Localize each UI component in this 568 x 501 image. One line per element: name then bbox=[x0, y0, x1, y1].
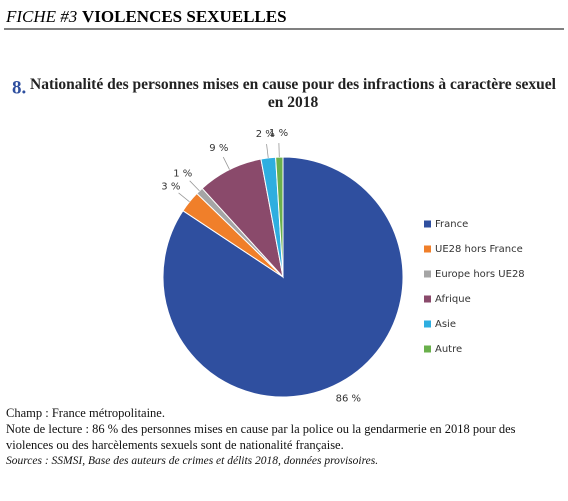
note: Champ : France métropolitaine. bbox=[6, 406, 165, 420]
data-label: 9 % bbox=[209, 143, 228, 154]
leader-line bbox=[178, 192, 190, 203]
leader-line bbox=[222, 156, 230, 170]
legend-label: Afrique bbox=[435, 294, 471, 305]
chart: FICHE #3 VIOLENCES SEXUELLES 8. National… bbox=[4, 7, 564, 405]
note: Note de lecture : 86 % des personnes mis… bbox=[6, 422, 516, 452]
legend-swatch bbox=[424, 270, 431, 278]
legend-label: Autre bbox=[435, 344, 462, 355]
note: Sources : SSMSI, Base des auteurs de cri… bbox=[6, 455, 379, 467]
title-box: Nationalité des personnes mises en cause… bbox=[30, 76, 556, 111]
header-title: VIOLENCES SEXUELLES bbox=[82, 7, 287, 26]
header-label: FICHE #3 bbox=[5, 7, 77, 26]
data-label: 1 % bbox=[269, 128, 288, 139]
legend-swatch bbox=[424, 345, 431, 353]
data-label: 86 % bbox=[336, 394, 361, 405]
legend-swatch bbox=[424, 220, 431, 228]
legend-swatch bbox=[424, 245, 431, 253]
leader-line bbox=[266, 143, 269, 158]
legend-swatch bbox=[424, 295, 431, 303]
chart-title: Nationalité des personnes mises en cause… bbox=[30, 76, 556, 111]
leader-line bbox=[189, 180, 200, 192]
data-label: 3 % bbox=[161, 182, 180, 193]
data-label: 2 % bbox=[256, 129, 275, 140]
legend-label: France bbox=[435, 219, 468, 230]
legend-swatch bbox=[424, 320, 431, 328]
chart-number: 8. bbox=[12, 77, 26, 98]
pie-slice bbox=[275, 156, 284, 278]
data-label: 1 % bbox=[173, 169, 192, 180]
notes: Champ : France métropolitaine. Note de l… bbox=[6, 405, 564, 469]
legend-label: UE28 hors France bbox=[435, 244, 523, 255]
legend-label: Asie bbox=[435, 319, 456, 330]
legend-label: Europe hors UE28 bbox=[435, 269, 525, 280]
